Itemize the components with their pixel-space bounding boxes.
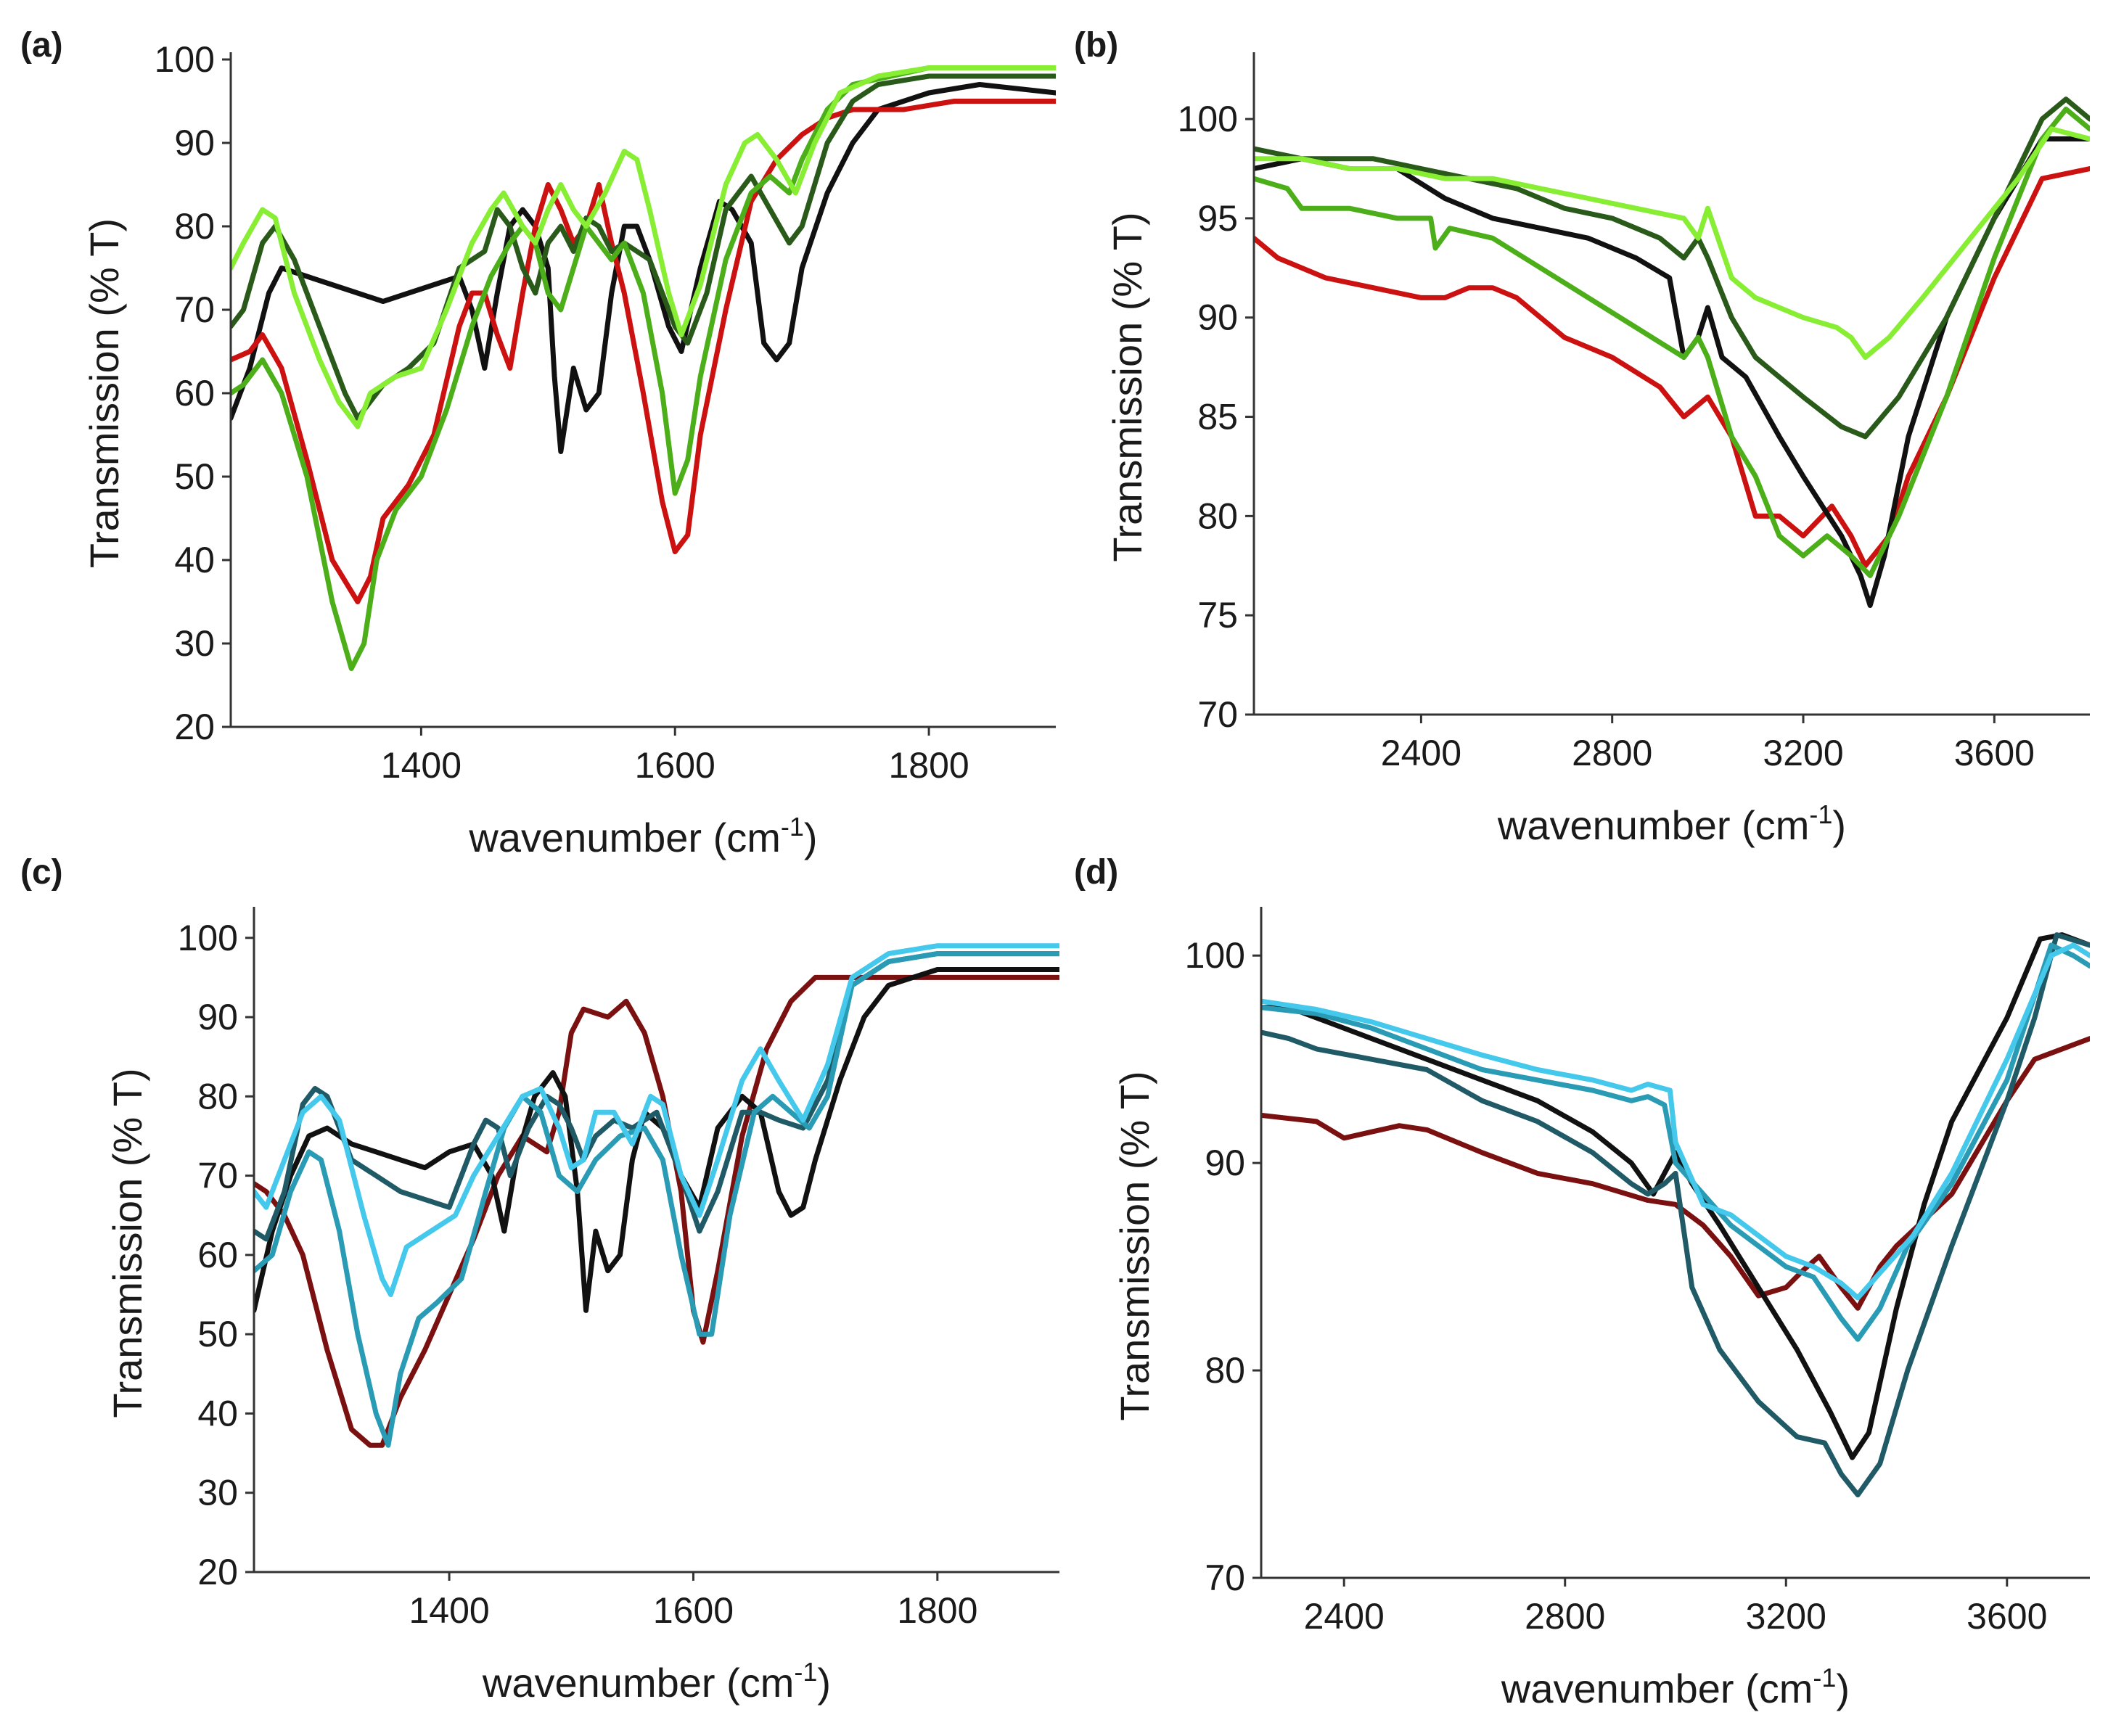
y-tick-label: 100 — [155, 39, 215, 80]
x-axis-title: wavenumber (cm-1) — [1501, 1663, 1850, 1711]
y-tick-label: 70 — [1197, 694, 1238, 735]
panel-label: (b) — [1074, 26, 1118, 65]
y-tick-label: 70 — [197, 1156, 238, 1196]
series-line — [254, 967, 1059, 1313]
y-tick-label: 85 — [1197, 397, 1238, 437]
x-axis-title-main: wavenumber (cm — [482, 1660, 794, 1706]
series-group — [1261, 932, 2090, 1498]
y-tick-label: 50 — [174, 456, 215, 497]
chart-panel: (b) 70 75 80 85 90 95 100 2400 2800 3200 3600 wavenu… — [1074, 26, 2090, 848]
x-axis-title-tail: ) — [804, 815, 818, 860]
x-axis-title: wavenumber (cm-1) — [1497, 799, 1846, 848]
x-tick-label: 3600 — [1954, 733, 2035, 773]
x-tick-label: 1600 — [653, 1590, 734, 1631]
y-tick-label: 100 — [1185, 935, 1245, 976]
series-line — [254, 951, 1059, 1448]
y-tick-label: 90 — [1197, 297, 1238, 338]
x-axis-title-superscript: -1 — [1809, 799, 1832, 829]
y-tick-label: 60 — [197, 1235, 238, 1275]
x-axis-title: wavenumber (cm-1) — [482, 1657, 831, 1706]
y-tick-label: 80 — [1197, 495, 1238, 536]
x-axis-title-superscript: -1 — [794, 1657, 817, 1687]
x-tick-label: 1600 — [635, 745, 715, 786]
y-tick-label: 100 — [1178, 99, 1238, 139]
y-tick-label: 30 — [197, 1473, 238, 1513]
y-tick-label: 40 — [197, 1393, 238, 1433]
series-line — [254, 943, 1059, 1297]
y-tick-label: 60 — [174, 373, 215, 414]
y-tick-label: 70 — [174, 289, 215, 330]
y-tick-label: 40 — [174, 540, 215, 580]
series-line — [1254, 96, 2090, 440]
series-line — [1261, 932, 2090, 1498]
panel-label: (a) — [20, 26, 63, 65]
y-tick-label: 80 — [197, 1076, 238, 1116]
x-axis-title-tail: ) — [1832, 802, 1846, 848]
x-tick-label: 2800 — [1572, 733, 1652, 773]
y-tick-label: 50 — [197, 1314, 238, 1354]
y-tick-label: 80 — [174, 206, 215, 247]
series-group — [254, 943, 1059, 1448]
x-axis-title-superscript: -1 — [1813, 1663, 1836, 1692]
series-line — [1261, 942, 2090, 1301]
series-line — [231, 73, 1056, 421]
x-tick-label: 3200 — [1763, 733, 1843, 773]
series-group — [1254, 96, 2090, 608]
series-line — [1254, 106, 2090, 578]
x-tick-label: 1400 — [381, 745, 462, 786]
y-tick-label: 90 — [174, 123, 215, 163]
x-tick-label: 3600 — [1966, 1596, 2047, 1637]
x-tick-label: 2800 — [1525, 1596, 1605, 1637]
y-tick-label: 95 — [1197, 198, 1238, 239]
x-axis-title-main: wavenumber (cm — [1501, 1666, 1813, 1711]
series-line — [1254, 126, 2090, 360]
series-line — [1261, 1036, 2090, 1311]
y-tick-label: 80 — [1205, 1350, 1245, 1391]
series-line — [231, 99, 1056, 604]
y-tick-label: 90 — [197, 997, 238, 1037]
series-line — [1261, 942, 2090, 1342]
x-axis-title-main: wavenumber (cm — [468, 815, 780, 860]
x-axis-title-tail: ) — [817, 1660, 831, 1706]
y-tick-label: 20 — [174, 707, 215, 747]
y-axis-title: Transmission (% T) — [1112, 1071, 1157, 1420]
y-tick-label: 90 — [1205, 1143, 1245, 1183]
panel-label: (d) — [1074, 853, 1118, 892]
x-axis-title-superscript: -1 — [781, 812, 804, 842]
series-line — [1261, 932, 2090, 1460]
panels-container: (a) 20 30 40 50 60 70 80 90 100 1400 1600 1800 wavenu… — [20, 26, 2090, 1711]
x-tick-label: 1800 — [888, 745, 969, 786]
x-tick-label: 1400 — [409, 1590, 489, 1631]
y-axis-title: Transmission (% T) — [104, 1068, 150, 1418]
chart-panel: (d) 70 80 90 100 2400 2800 3200 3600 wavenumber (… — [1074, 853, 2090, 1711]
y-tick-label: 75 — [1197, 595, 1238, 635]
y-tick-label: 20 — [197, 1552, 238, 1592]
y-tick-label: 30 — [174, 623, 215, 664]
chart-panel: (c) 20 30 40 50 60 70 80 90 100 1400 1600 1800 wavenu… — [20, 853, 1059, 1706]
series-group — [231, 65, 1056, 671]
panel-label: (c) — [20, 853, 63, 892]
x-tick-label: 3200 — [1746, 1596, 1826, 1637]
x-tick-label: 1800 — [897, 1590, 977, 1631]
series-line — [231, 65, 1056, 671]
y-tick-label: 70 — [1205, 1558, 1245, 1598]
series-line — [1254, 166, 2090, 569]
y-tick-label: 100 — [178, 918, 238, 958]
x-axis-title-tail: ) — [1836, 1666, 1850, 1711]
series-line — [1254, 136, 2090, 608]
y-axis-title: Transmission (% T) — [1104, 212, 1150, 561]
chart-panel: (a) 20 30 40 50 60 70 80 90 100 1400 1600 1800 wavenu… — [20, 26, 1056, 860]
y-axis-title: Transmission (% T) — [81, 218, 127, 568]
x-tick-label: 2400 — [1304, 1596, 1385, 1637]
x-tick-label: 2400 — [1381, 733, 1461, 773]
x-axis-title: wavenumber (cm-1) — [468, 812, 817, 860]
series-line — [231, 65, 1056, 429]
x-axis-title-main: wavenumber (cm — [1497, 802, 1809, 848]
series-line — [231, 82, 1056, 454]
series-line — [254, 974, 1059, 1448]
